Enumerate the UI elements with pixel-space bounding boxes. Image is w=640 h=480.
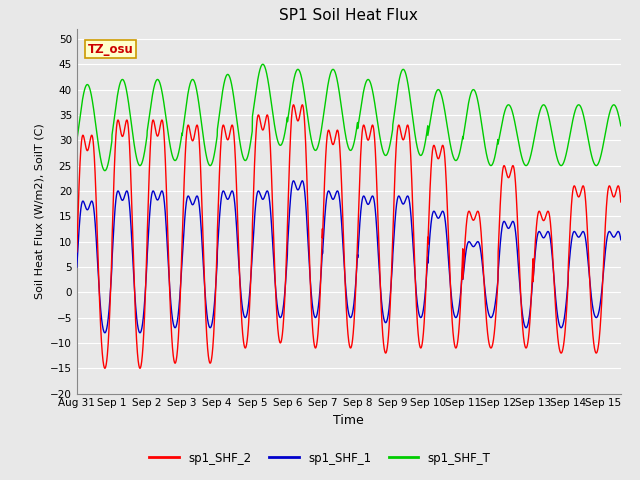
sp1_SHF_1 bbox=[617, 237, 625, 243]
Title: SP1 Soil Heat Flux: SP1 Soil Heat Flux bbox=[280, 9, 418, 24]
sp1_SHF_2 bbox=[290, 102, 298, 108]
sp1_SHF_T bbox=[617, 123, 625, 129]
sp1_SHF_1 bbox=[479, 267, 487, 273]
sp1_SHF_1 bbox=[281, 290, 289, 296]
sp1_SHF_2 bbox=[520, 340, 528, 346]
sp1_SHF_T bbox=[259, 61, 267, 67]
sp1_SHF_1 bbox=[101, 330, 109, 336]
X-axis label: Time: Time bbox=[333, 414, 364, 427]
sp1_SHF_T bbox=[520, 161, 528, 167]
Legend: sp1_SHF_2, sp1_SHF_1, sp1_SHF_T: sp1_SHF_2, sp1_SHF_1, sp1_SHF_T bbox=[145, 447, 495, 469]
sp1_SHF_2 bbox=[281, 296, 289, 301]
sp1_SHF_1 bbox=[520, 322, 528, 327]
sp1_SHF_2 bbox=[427, 170, 435, 176]
sp1_SHF_T bbox=[399, 66, 407, 72]
sp1_SHF_1 bbox=[290, 178, 298, 184]
sp1_SHF_2 bbox=[479, 259, 487, 264]
sp1_SHF_T bbox=[427, 114, 435, 120]
sp1_SHF_2 bbox=[73, 249, 81, 255]
Y-axis label: Soil Heat Flux (W/m2), SoilT (C): Soil Heat Flux (W/m2), SoilT (C) bbox=[35, 123, 44, 299]
sp1_SHF_1 bbox=[172, 324, 180, 330]
Line: sp1_SHF_1: sp1_SHF_1 bbox=[77, 181, 621, 333]
sp1_SHF_T bbox=[172, 157, 180, 163]
sp1_SHF_2 bbox=[101, 365, 109, 371]
sp1_SHF_T bbox=[479, 130, 487, 136]
Line: sp1_SHF_2: sp1_SHF_2 bbox=[77, 105, 621, 368]
sp1_SHF_1 bbox=[427, 223, 435, 228]
sp1_SHF_2 bbox=[399, 137, 407, 143]
sp1_SHF_T bbox=[73, 138, 81, 144]
sp1_SHF_1 bbox=[73, 264, 81, 270]
sp1_SHF_2 bbox=[617, 199, 625, 205]
Line: sp1_SHF_T: sp1_SHF_T bbox=[77, 64, 621, 171]
sp1_SHF_T bbox=[101, 168, 109, 174]
sp1_SHF_T bbox=[281, 130, 289, 136]
sp1_SHF_1 bbox=[399, 201, 407, 207]
Text: TZ_osu: TZ_osu bbox=[88, 43, 133, 56]
sp1_SHF_2 bbox=[172, 360, 180, 365]
